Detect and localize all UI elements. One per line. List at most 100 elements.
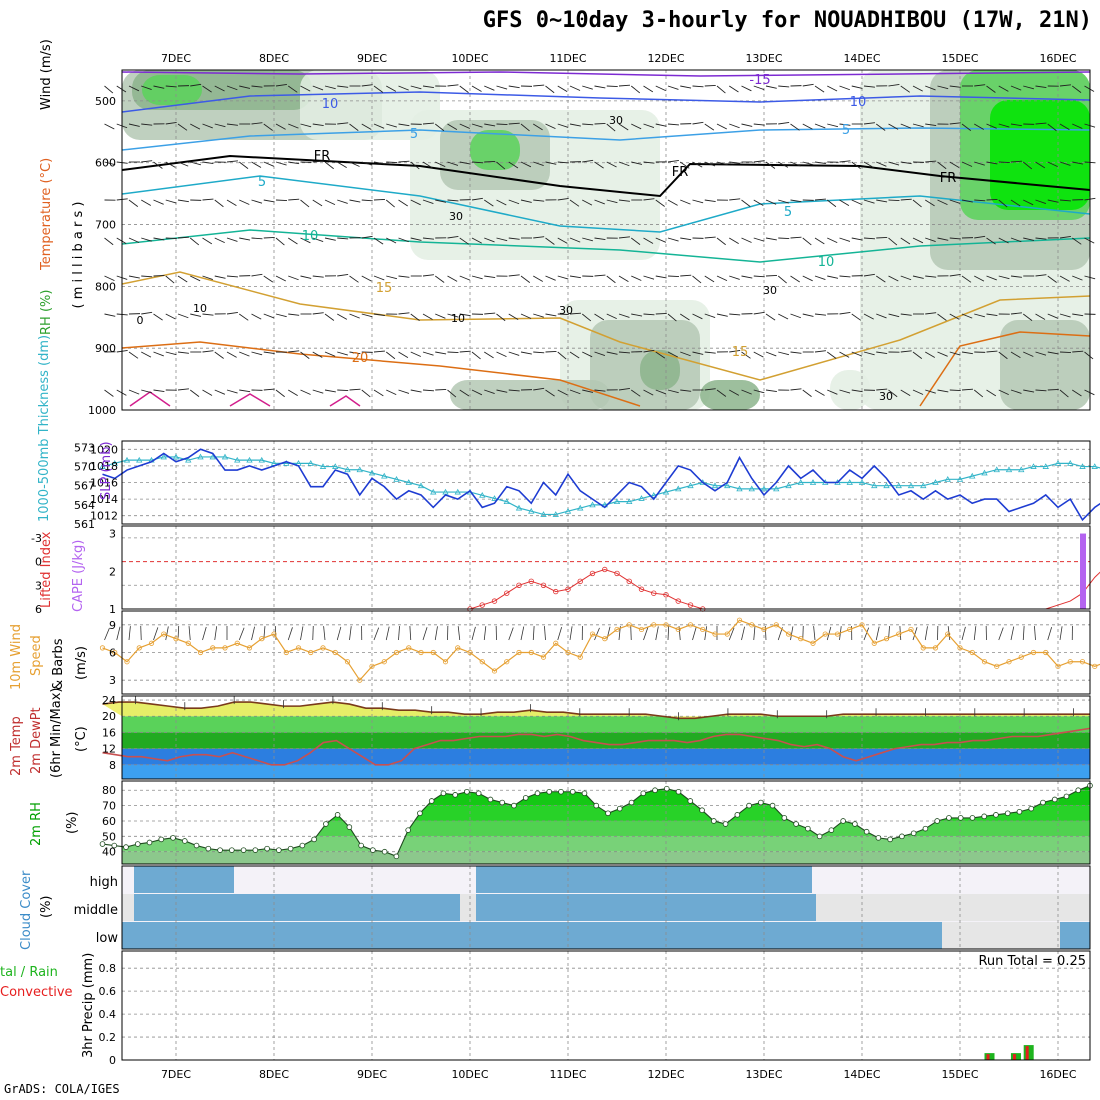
wind-barb bbox=[422, 237, 434, 240]
temp2m-frame bbox=[121, 695, 1091, 780]
contour-label: -15 bbox=[749, 73, 770, 88]
wind10-marker bbox=[700, 626, 706, 633]
wind10-marker bbox=[932, 645, 939, 651]
wind-barb bbox=[398, 123, 410, 127]
wind-barb bbox=[716, 85, 726, 94]
wind-barb bbox=[1035, 122, 1047, 125]
wind10-barb bbox=[140, 626, 142, 641]
wind-barb bbox=[937, 237, 949, 241]
wind-barb bbox=[741, 351, 751, 359]
cloud-middle-block bbox=[134, 894, 180, 921]
wind-barb bbox=[300, 275, 312, 279]
wind-barb bbox=[165, 85, 177, 88]
rh2m-marker bbox=[287, 845, 294, 852]
wind-barb bbox=[533, 313, 544, 318]
wind-barb bbox=[263, 388, 275, 391]
wind-barb bbox=[410, 161, 420, 170]
wind-barb bbox=[594, 274, 606, 277]
wind-barb bbox=[1035, 199, 1047, 205]
wind10-marker bbox=[124, 659, 130, 665]
thickness-marker bbox=[552, 511, 559, 517]
wind-barb bbox=[1059, 236, 1071, 239]
wind-barb bbox=[814, 161, 826, 164]
wind-barb bbox=[876, 351, 888, 354]
isotherm-line bbox=[121, 341, 641, 407]
rh2m-marker bbox=[487, 796, 494, 803]
wind10-barb bbox=[594, 627, 600, 641]
wind-barb bbox=[508, 237, 520, 240]
wind-barb bbox=[912, 85, 923, 92]
rh2m-label: 2m RH bbox=[29, 802, 44, 846]
wind-barb bbox=[447, 351, 459, 354]
wind-barb bbox=[667, 351, 679, 358]
wind-barb bbox=[238, 313, 249, 321]
rh2m-marker bbox=[111, 842, 118, 849]
upper-date-label: 16DEC bbox=[1039, 52, 1076, 65]
wind-barb bbox=[398, 275, 410, 278]
wind-barb bbox=[557, 85, 568, 93]
wind-barb bbox=[116, 237, 127, 245]
wind10-barb bbox=[557, 626, 563, 641]
wind10-marker bbox=[1043, 649, 1049, 656]
wind-barb bbox=[1059, 313, 1071, 318]
wind-barb bbox=[618, 84, 631, 87]
wind-barb bbox=[557, 198, 569, 201]
li-tick: 0 bbox=[35, 556, 42, 569]
rh2m-marker bbox=[252, 847, 259, 853]
wind-barb bbox=[900, 198, 912, 201]
wind-barb bbox=[373, 161, 385, 165]
wind-barb bbox=[741, 85, 752, 92]
wind-barb bbox=[435, 313, 446, 319]
wind10-barb bbox=[790, 626, 794, 641]
rh2m-marker bbox=[569, 788, 576, 795]
wind-barb bbox=[863, 161, 874, 168]
wind-barb bbox=[925, 123, 937, 126]
lifted-index-marker bbox=[663, 592, 669, 598]
wind-barb bbox=[422, 199, 434, 205]
wind-barb bbox=[618, 236, 630, 239]
wind-barb bbox=[165, 351, 177, 356]
wind-barb bbox=[545, 161, 557, 165]
wind10-barb bbox=[323, 626, 326, 641]
wind-barb bbox=[937, 199, 948, 206]
wind-barb bbox=[214, 389, 226, 395]
wind-barb bbox=[680, 313, 690, 321]
wind-barb bbox=[153, 161, 163, 169]
thickness-marker bbox=[944, 475, 951, 482]
wind-barb bbox=[263, 236, 275, 239]
thickness-marker bbox=[907, 482, 915, 489]
wind-barb bbox=[226, 389, 238, 394]
wind10-marker bbox=[1092, 663, 1098, 669]
wind-barb bbox=[961, 388, 974, 391]
wind-barb bbox=[153, 389, 165, 392]
wind-barb bbox=[1035, 161, 1046, 169]
wind-barb bbox=[312, 351, 323, 358]
thickness-marker bbox=[613, 498, 621, 505]
wind-barb bbox=[900, 313, 912, 316]
wind-barb bbox=[814, 85, 825, 93]
wind-barb bbox=[1059, 389, 1069, 398]
wind-barb bbox=[165, 275, 175, 284]
wind-barb bbox=[545, 275, 556, 281]
cloud-frame bbox=[121, 865, 1091, 950]
wind-barb bbox=[189, 237, 200, 246]
wind10-barb bbox=[606, 626, 611, 641]
wind-barb bbox=[1072, 350, 1084, 353]
thickness-marker bbox=[454, 488, 461, 495]
wind-barb bbox=[949, 85, 961, 88]
rh2m-marker bbox=[640, 790, 647, 797]
rh2m-marker bbox=[828, 827, 835, 833]
wind-barb bbox=[337, 161, 347, 169]
wind-barb bbox=[484, 275, 496, 278]
rh2m-marker bbox=[711, 818, 717, 824]
wind10-marker bbox=[994, 663, 1000, 669]
li-frame bbox=[121, 525, 1091, 610]
wind-barb bbox=[104, 389, 114, 397]
wind-barb bbox=[385, 351, 396, 360]
wind-barb bbox=[1035, 313, 1046, 320]
wind-barb bbox=[618, 199, 630, 202]
thickness-tick: 564 bbox=[74, 499, 95, 512]
wind-barb bbox=[337, 274, 349, 277]
rh2m-marker bbox=[475, 790, 482, 797]
